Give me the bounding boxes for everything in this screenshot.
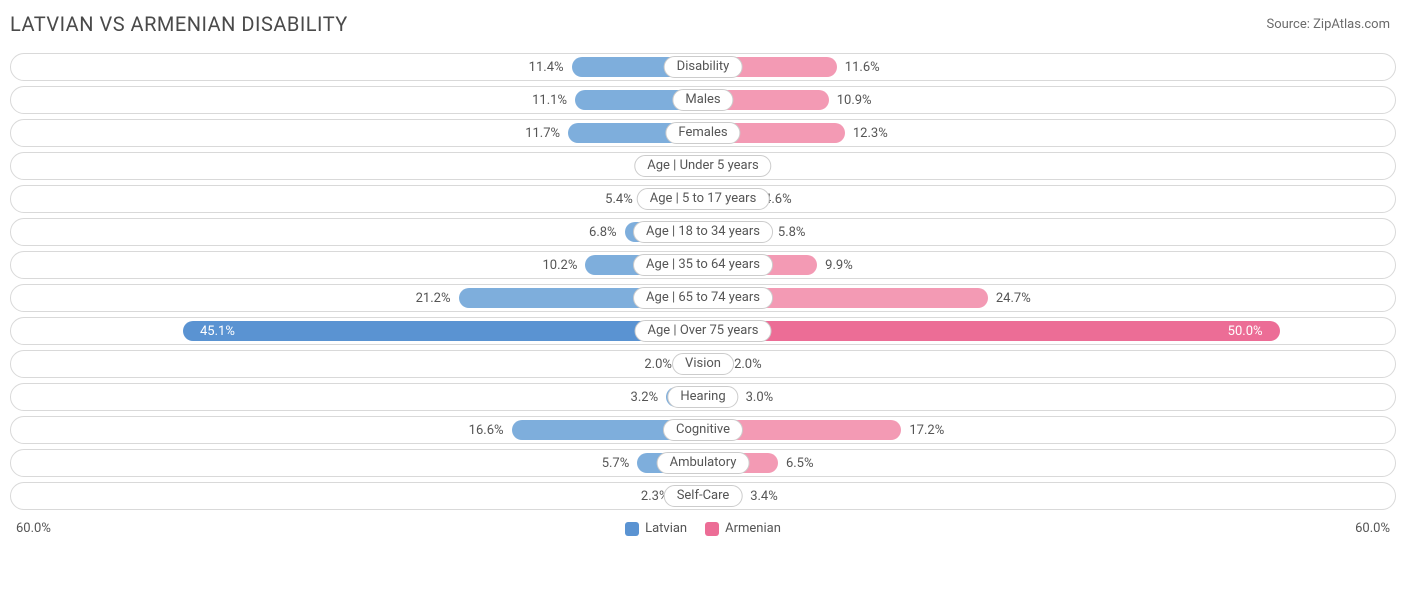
category-label: Females — [665, 122, 740, 144]
chart-row: 3.2% 3.0% Hearing — [10, 383, 1396, 411]
value-label-right: 12.3% — [853, 120, 888, 148]
value-label-left: 10.2% — [543, 252, 578, 280]
chart-header: LATVIAN VS ARMENIAN DISABILITY Source: Z… — [0, 0, 1406, 48]
category-label: Age | 35 to 64 years — [633, 254, 773, 276]
value-label-left: 6.8% — [589, 219, 617, 247]
category-label: Disability — [664, 56, 743, 78]
value-label-right: 3.4% — [750, 483, 778, 511]
chart-row: 2.3%3.4%Self-Care — [10, 482, 1396, 510]
value-label-right: 24.7% — [996, 285, 1031, 313]
bar-left — [183, 321, 703, 341]
value-label-right: 17.2% — [909, 417, 944, 445]
legend-label-left: Latvian — [645, 521, 687, 536]
chart-row: 16.6% 17.2% Cognitive — [10, 416, 1396, 444]
chart-row: 5.7% 6.5% Ambulatory — [10, 449, 1396, 477]
category-label: Self-Care — [664, 485, 743, 507]
category-label: Males — [672, 89, 733, 111]
chart-row: 21.2% 24.7% Age | 65 to 74 years — [10, 284, 1396, 312]
axis-right-max-label: 60.0% — [1355, 521, 1390, 536]
value-label-left: 16.6% — [469, 417, 504, 445]
chart-row: 5.4%4.6%Age | 5 to 17 years — [10, 185, 1396, 213]
value-label-right: 3.0% — [746, 384, 774, 412]
value-label-right: 2.0% — [734, 351, 762, 379]
value-label-right: 6.5% — [786, 450, 814, 478]
value-label-left: 21.2% — [416, 285, 451, 313]
category-label: Hearing — [667, 386, 738, 408]
category-label: Cognitive — [663, 419, 743, 441]
legend: Latvian Armenian — [625, 521, 781, 536]
value-label-right: 10.9% — [837, 87, 872, 115]
legend-swatch-right — [705, 522, 719, 536]
chart-footer: 60.0% Latvian Armenian 60.0% — [0, 515, 1406, 546]
chart-row: 45.1% 50.0% Age | Over 75 years — [10, 317, 1396, 345]
value-label-right: 9.9% — [825, 252, 853, 280]
value-label-left: 45.1% — [200, 318, 235, 346]
chart-row: 2.0% 2.0%Vision — [10, 350, 1396, 378]
chart-row: 6.8% 5.8%Age | 18 to 34 years — [10, 218, 1396, 246]
diverging-bar-chart: LATVIAN VS ARMENIAN DISABILITY Source: Z… — [0, 0, 1406, 546]
value-label-left: 3.2% — [631, 384, 659, 412]
chart-row: 11.1% 10.9% Males — [10, 86, 1396, 114]
value-label-right: 5.8% — [778, 219, 806, 247]
legend-item-left: Latvian — [625, 521, 687, 536]
value-label-left: 11.4% — [529, 54, 564, 82]
chart-rows: 11.4% 11.6% Disability 11.1% 10.9% Males 11.7%… — [0, 53, 1406, 510]
chart-row: 11.4% 11.6% Disability — [10, 53, 1396, 81]
chart-source: Source: ZipAtlas.com — [1266, 17, 1390, 32]
axis-left-max-label: 60.0% — [16, 521, 51, 536]
category-label: Vision — [672, 353, 734, 375]
chart-title: LATVIAN VS ARMENIAN DISABILITY — [10, 12, 348, 36]
chart-row: 10.2% 9.9% Age | 35 to 64 years — [10, 251, 1396, 279]
category-label: Age | Under 5 years — [634, 155, 771, 177]
category-label: Age | 65 to 74 years — [633, 287, 773, 309]
value-label-left: 2.0% — [644, 351, 672, 379]
legend-label-right: Armenian — [725, 521, 781, 536]
bar-right — [703, 321, 1280, 341]
chart-row: 1.3%1.0%Age | Under 5 years — [10, 152, 1396, 180]
category-label: Age | 5 to 17 years — [637, 188, 770, 210]
value-label-right: 50.0% — [1228, 318, 1263, 346]
value-label-left: 11.7% — [525, 120, 560, 148]
value-label-left: 5.7% — [602, 450, 630, 478]
chart-row: 11.7% 12.3% Females — [10, 119, 1396, 147]
category-label: Age | 18 to 34 years — [633, 221, 773, 243]
value-label-left: 5.4% — [605, 186, 633, 214]
category-label: Age | Over 75 years — [635, 320, 772, 342]
category-label: Ambulatory — [657, 452, 750, 474]
legend-swatch-left — [625, 522, 639, 536]
value-label-right: 11.6% — [845, 54, 880, 82]
value-label-left: 11.1% — [532, 87, 567, 115]
legend-item-right: Armenian — [705, 521, 781, 536]
